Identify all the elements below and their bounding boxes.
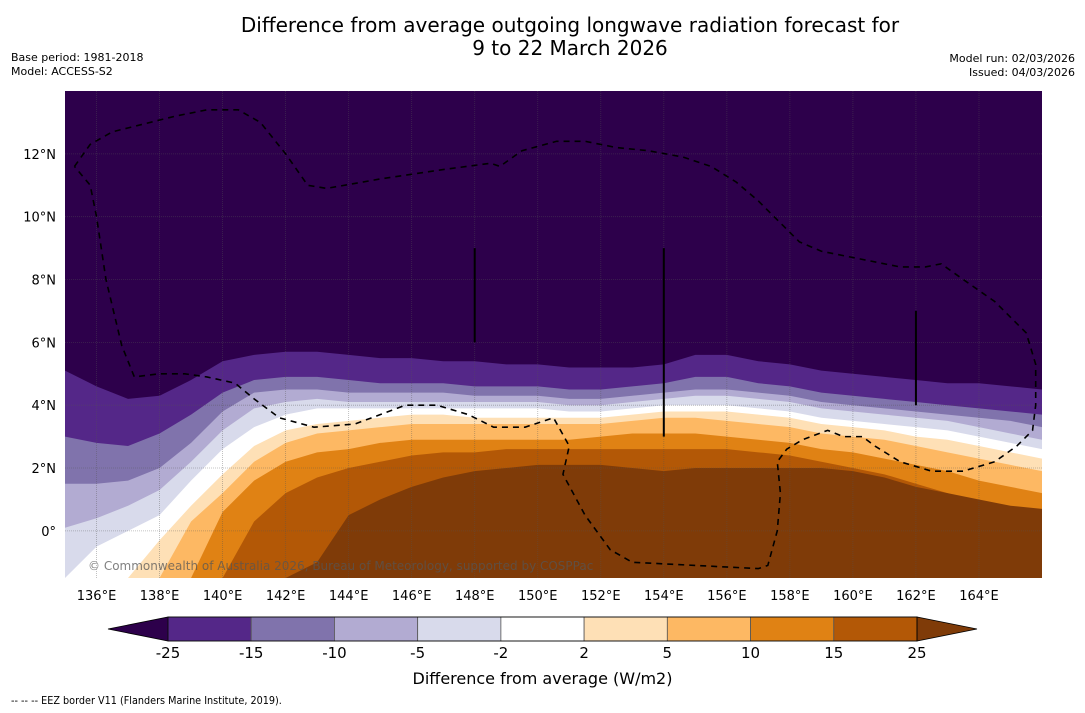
colorbar-outline	[167, 616, 918, 642]
y-tick-label: 0°	[41, 525, 56, 540]
colorbar-segment	[334, 616, 419, 642]
colorbar-segment	[250, 616, 335, 642]
x-tick-label: 146°E	[392, 589, 432, 604]
colorbar-tick-label: 15	[824, 644, 843, 662]
model-name: Model: ACCESS-S2	[11, 65, 113, 78]
colorbar-tick-label: 5	[663, 644, 673, 662]
x-tick-label: 152°E	[581, 589, 621, 604]
map-plot-area: © Commonwealth of Australia 2026, Bureau…	[65, 91, 1042, 578]
colorbar-tick-label: -2	[493, 644, 508, 662]
colorbar-segment	[750, 616, 835, 642]
x-tick-label: 136°E	[77, 589, 117, 604]
meta-right: Model run: 02/03/2026 Issued: 04/03/2026	[949, 52, 1075, 80]
x-tick-label: 162°E	[896, 589, 936, 604]
colorbar-tick-label: 2	[579, 644, 589, 662]
eez-borders	[73, 109, 1037, 570]
y-tick-label: 2°N	[32, 462, 57, 477]
contour-bands	[65, 91, 1042, 578]
colorbar-tick-label: 25	[907, 644, 926, 662]
y-tick-label: 8°N	[32, 274, 57, 289]
colorbar-segment	[583, 616, 668, 642]
x-tick-label: 164°E	[959, 589, 999, 604]
x-tick-label: 156°E	[707, 589, 747, 604]
gridlines	[65, 91, 1042, 578]
colorbar-tick-label: -15	[239, 644, 264, 662]
x-tick-label: 150°E	[518, 589, 558, 604]
issued-date: Issued: 04/03/2026	[968, 66, 1075, 79]
y-tick-label: 12°N	[23, 148, 56, 163]
x-tick-label: 138°E	[140, 589, 180, 604]
x-tick-label: 154°E	[644, 589, 684, 604]
colorbar-segment	[167, 616, 252, 642]
x-tick-label: 160°E	[833, 589, 873, 604]
x-tick-label: 144°E	[329, 589, 369, 604]
colorbar-segment	[666, 616, 751, 642]
eez-footnote: -- -- -- EEZ border V11 (Flanders Marine…	[11, 695, 282, 707]
model-run: Model run: 02/03/2026	[949, 52, 1075, 65]
base-period: Base period: 1981-2018	[11, 51, 144, 64]
y-tick-label: 4°N	[32, 399, 57, 414]
meta-left: Base period: 1981-2018 Model: ACCESS-S2	[11, 51, 143, 79]
copyright-watermark: © Commonwealth of Australia 2026, Bureau…	[88, 559, 593, 573]
x-tick-label: 148°E	[455, 589, 495, 604]
x-tick-label: 140°E	[203, 589, 243, 604]
x-tick-label: 158°E	[770, 589, 810, 604]
x-axis-ticks: 136°E 138°E 140°E 142°E 144°E 146°E 148°E 150°E…	[77, 589, 999, 604]
title-line-1: Difference from average outgoing longwav…	[240, 13, 900, 37]
colorbar-tick-label: -25	[156, 644, 181, 662]
colorbar-tick-label: -5	[410, 644, 425, 662]
colorbar-label: Difference from average (W/m2)	[412, 669, 673, 688]
colorbar-segment	[833, 616, 918, 642]
colorbar-segment	[500, 616, 585, 642]
meridian-lines	[473, 248, 917, 437]
y-tick-label: 10°N	[23, 211, 56, 226]
colorbar-tick-label: 10	[741, 644, 760, 662]
y-axis-ticks: 0° 2°N 4°N 6°N 8°N 10°N 12°N	[23, 148, 56, 540]
band-above-25	[65, 464, 1042, 578]
colorbar-extend-low	[107, 616, 169, 642]
title-line-2: 9 to 22 March 2026	[472, 36, 668, 60]
colorbar-extend-high	[916, 616, 978, 642]
y-tick-label: 6°N	[32, 336, 57, 351]
chart-title: Difference from average outgoing longwav…	[0, 14, 1085, 60]
eez-border-palau-fsm-north	[73, 109, 1037, 570]
colorbar: -25 -15 -10 -5 -2 2 5 10 15 25	[107, 616, 978, 662]
colorbar-tick-label: -10	[322, 644, 347, 662]
x-tick-label: 142°E	[266, 589, 306, 604]
colorbar-segment	[417, 616, 502, 642]
